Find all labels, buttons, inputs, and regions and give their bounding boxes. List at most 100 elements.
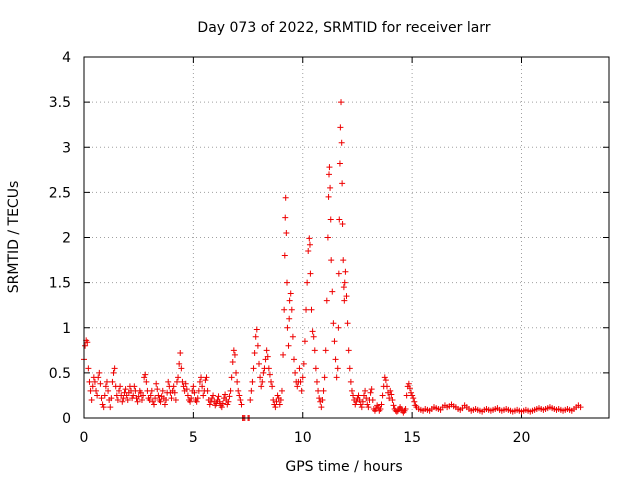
- y-tick-label: 1: [62, 321, 71, 337]
- data-point: [312, 365, 319, 372]
- data-point: [98, 395, 105, 402]
- data-point: [140, 392, 147, 399]
- data-point: [339, 220, 346, 227]
- data-point: [324, 234, 331, 241]
- data-point: [249, 378, 256, 385]
- data-point: [294, 383, 301, 390]
- data-point: [142, 371, 149, 378]
- data-point: [410, 395, 417, 402]
- y-tick-label: 1.5: [49, 276, 71, 292]
- data-point: [282, 214, 289, 221]
- data-point: [107, 404, 114, 411]
- data-point: [274, 392, 281, 399]
- x-axis-label: GPS time / hours: [285, 459, 402, 475]
- data-point: [89, 383, 96, 390]
- data-point: [405, 380, 412, 387]
- data-point: [231, 351, 238, 358]
- data-point: [341, 297, 348, 304]
- data-point: [168, 395, 175, 402]
- data-point: [250, 365, 257, 372]
- data-point: [238, 401, 245, 408]
- data-point: [289, 333, 296, 340]
- data-point: [229, 359, 236, 366]
- data-point: [408, 389, 415, 396]
- data-point: [259, 378, 266, 385]
- data-point: [330, 320, 337, 327]
- data-point: [362, 387, 369, 394]
- data-point: [377, 405, 384, 412]
- data-point: [409, 392, 416, 399]
- y-tick-label: 0.5: [49, 366, 71, 382]
- data-point: [103, 378, 110, 385]
- data-point: [252, 333, 259, 340]
- data-point: [281, 306, 288, 313]
- data-point: [236, 392, 243, 399]
- data-point: [161, 401, 168, 408]
- data-point: [300, 360, 307, 367]
- data-point: [316, 395, 323, 402]
- data-point: [108, 395, 115, 402]
- data-point: [233, 369, 240, 376]
- data-point: [363, 395, 370, 402]
- data-point: [222, 391, 229, 398]
- data-point: [179, 378, 186, 385]
- data-point: [284, 324, 291, 331]
- data-point: [105, 387, 112, 394]
- data-point: [389, 396, 396, 403]
- data-point: [285, 342, 292, 349]
- data-point: [283, 229, 290, 236]
- data-point: [183, 386, 190, 393]
- data-point: [268, 378, 275, 385]
- data-point: [286, 297, 293, 304]
- data-point: [199, 383, 206, 390]
- data-point: [190, 383, 197, 390]
- data-point: [230, 347, 237, 354]
- y-tick-label: 3.5: [49, 95, 71, 111]
- data-point: [152, 395, 159, 402]
- data-point: [247, 396, 254, 403]
- data-point: [320, 387, 327, 394]
- data-point: [213, 400, 220, 407]
- y-tick-label: 2.5: [49, 185, 71, 201]
- data-point: [296, 365, 303, 372]
- data-point: [328, 257, 335, 264]
- grid-layer: [84, 57, 609, 418]
- data-point: [224, 401, 231, 408]
- plot-frame: [83, 56, 610, 419]
- data-point: [88, 396, 95, 403]
- data-point: [159, 387, 166, 394]
- data-point: [254, 342, 261, 349]
- data-point: [350, 392, 357, 399]
- data-point: [323, 297, 330, 304]
- data-point: [344, 320, 351, 327]
- data-point: [337, 124, 344, 131]
- data-point: [315, 387, 322, 394]
- data-point: [298, 387, 305, 394]
- data-point: [364, 401, 371, 408]
- data-point: [286, 315, 293, 322]
- data-point: [237, 396, 244, 403]
- data-point: [210, 392, 217, 399]
- data-point: [173, 378, 180, 385]
- data-point: [117, 383, 124, 390]
- data-point: [177, 350, 184, 357]
- data-point: [264, 353, 271, 360]
- data-point: [143, 378, 150, 385]
- data-point: [85, 365, 92, 372]
- y-axis-label: SRMTID / TECUs: [6, 181, 22, 294]
- data-point: [327, 216, 334, 223]
- data-point: [111, 365, 118, 372]
- data-point: [334, 365, 341, 372]
- x-tick-label: 0: [80, 430, 89, 446]
- data-point: [101, 392, 108, 399]
- data-point: [216, 398, 223, 405]
- data-point: [119, 398, 126, 405]
- data-point: [91, 378, 98, 385]
- data-point: [340, 284, 347, 291]
- data-point: [93, 387, 100, 394]
- data-point: [208, 395, 215, 402]
- data-point: [155, 392, 162, 399]
- data-point: [165, 378, 172, 385]
- data-point: [120, 395, 127, 402]
- data-point: [235, 387, 242, 394]
